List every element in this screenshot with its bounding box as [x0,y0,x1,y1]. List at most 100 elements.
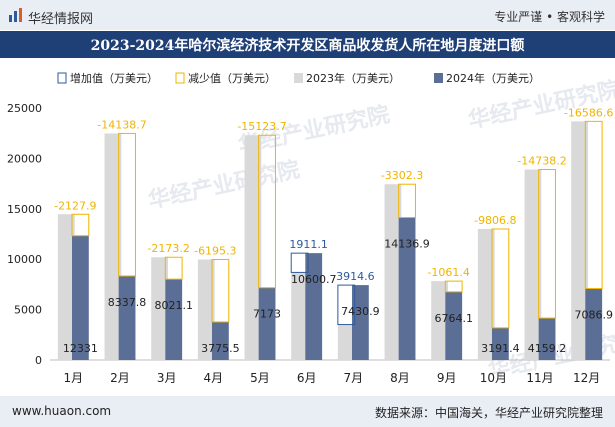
decrease-box [211,258,230,323]
watermark-text: 华经产业研究院 [146,156,302,213]
bar-2024 [491,327,509,360]
x-tick-label: 7月 [344,371,364,385]
change-label: -3302.3 [381,169,423,182]
bar-2023 [477,228,495,360]
change-label: -16586.6 [564,106,613,119]
bar-2024 [71,235,89,360]
value-label-2024: 6764.1 [434,312,473,325]
decrease-box [444,280,463,293]
x-tick-label: 1月 [64,371,84,385]
legend-label: 减少值（万美元） [188,72,276,85]
bar-2023 [197,259,215,360]
footer-bar [0,396,615,427]
value-label-2024: 7086.9 [574,309,613,322]
y-tick-label: 10000 [7,253,42,266]
y-tick-label: 20000 [7,152,42,165]
change-label: -15123.7 [237,120,286,133]
logo-icon [9,8,22,22]
bar-2023 [151,257,169,360]
legend-item: 增加值（万美元） [57,71,158,85]
bar-2024 [118,275,136,360]
value-label-2024: 3775.5 [201,342,240,355]
y-tick-label: 0 [35,354,42,367]
x-tick-label: 4月 [204,371,224,385]
bar-2024 [538,318,556,360]
legend-swatch [57,72,67,84]
decrease-box [258,134,276,289]
increase-box [290,252,309,273]
bar-2023 [291,272,309,360]
value-label-2024: 4159.2 [528,342,567,355]
decrease-box [164,256,183,280]
chart-title: 2023-2024年哈尔滨经济技术开发区商品收发货人所在地月度进口额 [90,38,525,54]
legend-label: 增加值（万美元） [70,71,158,85]
decrease-box [71,213,90,237]
bar-2023 [57,214,75,360]
y-tick-label: 15000 [7,203,42,216]
bar-2024 [165,279,183,360]
bar-2023 [384,184,402,360]
top-bar [0,0,615,30]
bar-2024 [585,288,603,360]
bar-2024 [305,253,323,360]
x-tick-label: 12月 [573,371,600,385]
bar-2024 [398,217,416,360]
value-label-2024: 12331 [63,342,98,355]
brand-name: 华经情报网 [28,12,94,27]
legend-swatch [294,73,303,83]
x-tick-label: 9月 [437,371,457,385]
bar-2024 [351,285,369,360]
bar-2024 [258,287,276,360]
chart-canvas: 华经产业研究院华经产业研究院华经产业研究院华经产业研究院增加值（万美元）减少值（… [7,71,615,385]
y-tick-label: 25000 [7,102,42,115]
value-label-2024: 3191.4 [481,342,520,355]
legend-label: 2023年（万美元） [306,71,400,85]
value-label-2024: 8337.8 [108,296,147,309]
value-label-2024: 7430.9 [341,305,380,318]
decrease-box [538,169,556,319]
x-tick-label: 5月 [250,371,270,385]
bar-2023 [244,135,262,360]
change-label: -2127.9 [54,199,96,212]
value-label-2024: 7173 [253,308,281,321]
change-label: -6195.3 [194,244,236,257]
value-label-2024: 14136.9 [384,238,430,251]
decrease-box [118,132,136,277]
legend: 增加值（万美元） 减少值（万美元） 2023年（万美元） 2024年（万美元） [57,71,540,85]
change-label: 3914.6 [336,270,375,283]
bar-2024 [211,321,229,360]
legend-label: 2024年（万美元） [446,71,540,85]
website-url[interactable]: www.huaon.com [12,404,112,418]
increase-box [337,284,356,326]
change-label: -1061.4 [427,266,469,279]
change-label: 1911.1 [289,238,328,251]
bar-2023 [337,324,355,360]
x-tick-label: 10月 [480,371,507,385]
watermark-text: 华经产业研究院 [466,76,615,133]
legend-item: 2023年（万美元） [294,71,400,85]
slogan: 专业严谨 • 客观科学 [494,10,605,24]
legend-item: 2024年（万美元） [434,71,540,85]
decrease-box [491,228,510,329]
bar-2023 [431,281,449,360]
y-tick-label: 5000 [14,304,42,317]
bar-2023 [571,121,589,360]
change-label: -14138.7 [97,118,146,131]
value-label-2024: 10600.7 [291,273,337,286]
x-tick-label: 2月 [110,371,130,385]
legend-item: 减少值（万美元） [175,72,276,85]
data-source: 数据来源：中国海关，华经产业研究院整理 [374,406,603,420]
x-tick-label: 8月 [390,371,410,385]
legend-swatch [175,72,185,84]
legend-swatch [434,73,443,83]
x-tick-label: 3月 [157,371,177,385]
decrease-box [584,120,603,290]
value-label-2024: 8021.1 [154,299,193,312]
decrease-box [398,183,416,219]
change-label: -9806.8 [474,214,516,227]
x-tick-label: 11月 [526,371,553,385]
bar-2023 [524,169,542,360]
bar-2023 [104,133,122,360]
bar-2024 [445,291,463,360]
change-label: -14738.2 [517,155,566,168]
